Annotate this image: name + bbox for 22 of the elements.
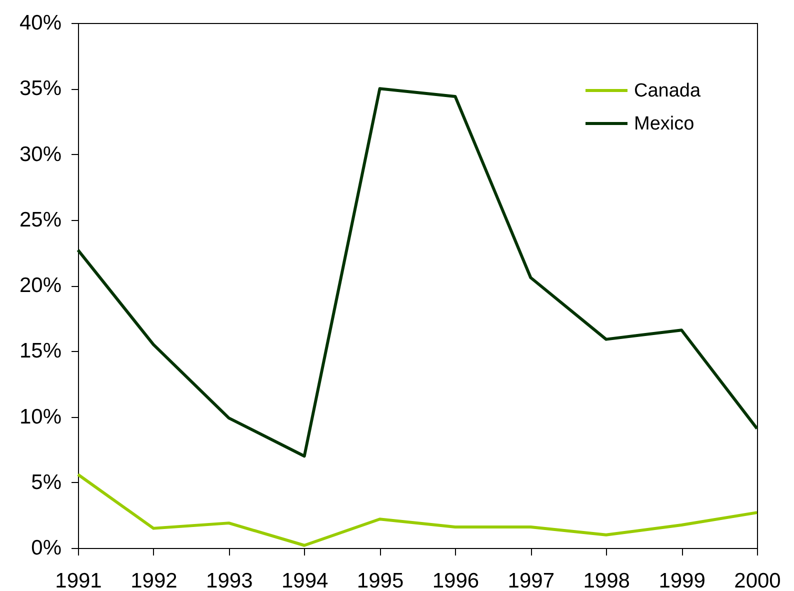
x-tick-label: 1998: [583, 570, 630, 591]
legend-label: Canada: [634, 80, 701, 102]
x-tick-label: 1996: [432, 570, 480, 591]
y-tick-label: 35%: [19, 77, 62, 100]
x-tick-label: 1993: [206, 570, 253, 591]
x-tick-label: 1991: [55, 570, 102, 591]
x-tick-label: 1994: [281, 570, 329, 591]
legend-label: Mexico: [634, 114, 694, 134]
y-tick-label: 5%: [31, 470, 62, 494]
y-tick-label: 20%: [19, 274, 62, 297]
x-tick-label: 2000: [734, 570, 781, 591]
line-series: [76, 473, 758, 547]
x-tick-label: 1992: [130, 570, 178, 591]
x-tick-label: 1995: [356, 570, 404, 591]
x-tick-label: 1999: [658, 570, 706, 591]
y-tick-label: 15%: [19, 340, 62, 363]
y-tick-label: 0%: [31, 536, 62, 560]
y-tick-label: 30%: [19, 142, 62, 166]
y-tick-label: 40%: [19, 12, 62, 34]
y-tick-label: 25%: [19, 208, 62, 232]
x-tick-label: 1997: [508, 570, 555, 591]
y-tick-label: 10%: [19, 405, 62, 428]
